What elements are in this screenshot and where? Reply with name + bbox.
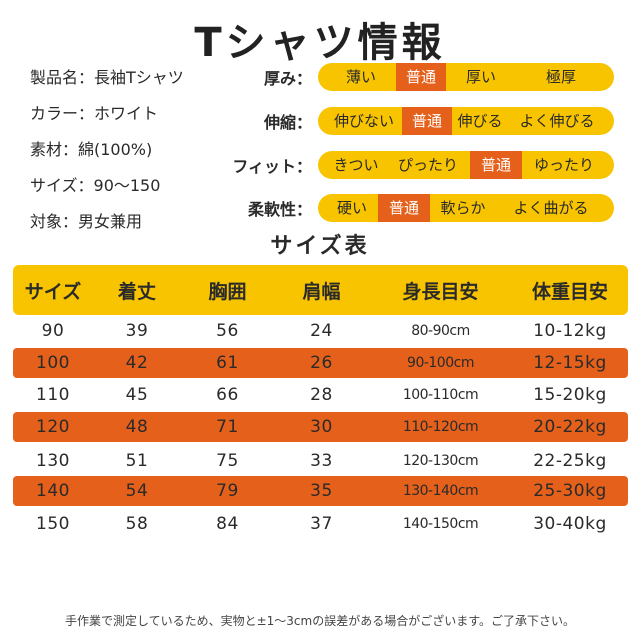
table-cell: 33 [310, 451, 333, 471]
table-cell: 25-30kg [533, 481, 607, 501]
table-cell: 140 [36, 481, 70, 501]
table-cell: 75 [216, 451, 239, 471]
scale-option: 普通 [470, 151, 522, 179]
page-title: Tシャツ情報 [194, 20, 446, 66]
column-header: 体重目安 [531, 280, 608, 303]
scale-option: 伸びない [333, 112, 394, 130]
scale-option: 薄い [345, 68, 376, 86]
table-row: 150 58 84 37 140-150cm 30-40kg [13, 509, 628, 539]
scale-option: 普通 [396, 63, 446, 91]
table-cell: 120-130cm [402, 453, 479, 469]
table-cell: 45 [125, 385, 149, 405]
table-cell: 84 [216, 514, 239, 534]
table-cell: 90-100cm [407, 355, 474, 371]
table-cell: 30-40kg [533, 514, 607, 534]
table-cell: 54 [125, 481, 149, 501]
column-header: 胸囲 [208, 280, 247, 303]
table-row: 140 54 79 35 130-140cm 25-30kg [13, 476, 628, 506]
table-row: 90 39 56 24 80-90cm 10-12kg [13, 316, 628, 346]
table-cell: 10-12kg [533, 321, 607, 341]
table-row: 110 45 66 28 100-110cm 15-20kg [13, 380, 628, 410]
info-size: サイズ：90～150 [30, 176, 161, 195]
table-cell: 42 [125, 353, 149, 373]
table-cell: 80-90cm [411, 323, 470, 339]
table-cell: 79 [216, 481, 239, 501]
scale-fit-label: フィット： [232, 157, 312, 176]
info-product-name: 製品名：長袖Tシャツ [30, 68, 184, 87]
table-cell: 150 [36, 514, 70, 534]
size-table-title: サイズ表 [270, 234, 370, 259]
scale-fit: フィット： きつい ぴったり 普通 ゆったり [232, 150, 614, 180]
column-header: 着丈 [117, 280, 156, 303]
info-target: 対象：男女兼用 [30, 212, 143, 231]
table-cell: 48 [125, 417, 149, 437]
scale-option: 伸びる [457, 112, 503, 130]
scale-thickness: 厚み： 薄い 普通 厚い 極厚 [232, 62, 614, 92]
table-cell: 130-140cm [402, 483, 479, 499]
scale-stretch-bar: 伸びない 普通 伸びる よく伸びる [318, 107, 614, 135]
scale-option: 普通 [378, 194, 430, 222]
column-header: 身長目安 [402, 280, 479, 303]
scale-stretch-label: 伸縮： [263, 113, 312, 132]
scale-option: 極厚 [545, 68, 576, 86]
info-color: カラー：ホワイト [30, 104, 159, 123]
table-cell: 20-22kg [533, 417, 607, 437]
product-info: 製品名：長袖Tシャツ カラー：ホワイト 素材：綿(100%) サイズ：90～15… [30, 65, 245, 245]
size-table-header: サイズ 着丈 胸囲 肩幅 身長目安 体重目安 [13, 265, 628, 315]
scale-option: 硬い [336, 199, 367, 217]
table-row: 100 42 61 26 90-100cm 12-15kg [13, 348, 628, 378]
table-cell: 39 [125, 321, 149, 341]
table-cell: 66 [216, 385, 239, 405]
column-header: 肩幅 [302, 280, 341, 303]
scale-option: よく伸びる [519, 112, 595, 130]
table-cell: 130 [36, 451, 70, 471]
table-cell: 35 [310, 481, 333, 501]
table-cell: 110 [36, 385, 70, 405]
scale-thickness-bar: 薄い 普通 厚い 極厚 [318, 63, 614, 91]
info-material: 素材：綿(100%) [30, 140, 153, 159]
column-header: サイズ [24, 280, 82, 303]
scale-stretch: 伸縮： 伸びない 普通 伸びる よく伸びる [232, 106, 614, 136]
table-cell: 26 [310, 353, 333, 373]
measurement-note: 手作業で測定しているため、実物と±1～3cmの誤差がある場合がございます。ご了承… [64, 614, 576, 628]
table-cell: 12-15kg [533, 353, 607, 373]
table-cell: 22-25kg [533, 451, 607, 471]
scale-option: ゆったり [533, 156, 594, 174]
table-cell: 30 [310, 417, 333, 437]
table-cell: 140-150cm [402, 516, 479, 532]
table-cell: 15-20kg [533, 385, 607, 405]
table-row: 130 51 75 33 120-130cm 22-25kg [13, 446, 628, 476]
scale-option: きつい [333, 156, 379, 174]
scale-flexibility: 柔軟性： 硬い 普通 軟らか よく曲がる [232, 193, 614, 223]
table-cell: 61 [216, 353, 239, 373]
table-cell: 37 [310, 514, 333, 534]
scale-option: よく曲がる [513, 199, 589, 217]
scale-flexibility-bar: 硬い 普通 軟らか よく曲がる [318, 194, 614, 222]
scale-option: ぴったり [397, 156, 458, 174]
table-cell: 58 [125, 514, 149, 534]
scale-option: 普通 [402, 107, 452, 135]
scale-option: 厚い [465, 68, 496, 86]
table-cell: 56 [216, 321, 239, 341]
table-cell: 28 [310, 385, 333, 405]
table-row: 120 48 71 30 110-120cm 20-22kg [13, 412, 628, 442]
scale-flexibility-label: 柔軟性： [247, 200, 312, 219]
table-cell: 100-110cm [402, 387, 479, 403]
table-cell: 71 [216, 417, 239, 437]
table-cell: 110-120cm [402, 419, 479, 435]
scale-fit-bar: きつい ぴったり 普通 ゆったり [318, 151, 614, 179]
table-cell: 90 [41, 321, 65, 341]
scale-thickness-label: 厚み： [263, 69, 312, 88]
table-cell: 24 [310, 321, 333, 341]
table-cell: 51 [125, 451, 149, 471]
scale-option: 軟らか [440, 199, 486, 217]
table-cell: 100 [36, 353, 70, 373]
table-cell: 120 [36, 417, 70, 437]
